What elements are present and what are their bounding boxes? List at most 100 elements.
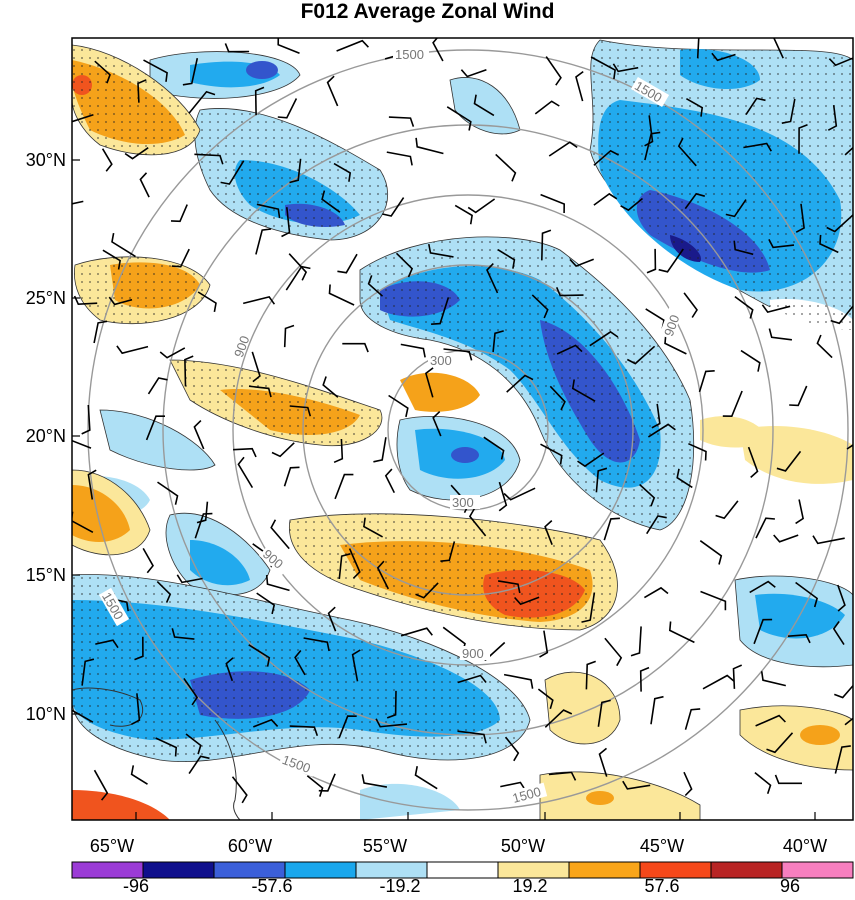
wind-barb xyxy=(193,420,205,450)
wind-barb xyxy=(766,732,794,754)
wind-barbs xyxy=(72,38,853,804)
wind-barb xyxy=(650,695,664,725)
coastline xyxy=(72,687,241,820)
wind-barb xyxy=(683,771,693,797)
wind-barb xyxy=(156,581,172,603)
wind-barb xyxy=(142,548,154,574)
wind-barb xyxy=(590,56,616,80)
wind-barb xyxy=(382,197,405,217)
wind-barb xyxy=(414,766,438,790)
wind-barb xyxy=(747,446,759,478)
wind-barb xyxy=(155,737,178,757)
wind-barb xyxy=(828,57,853,67)
wind-barb xyxy=(72,200,84,205)
wind-barb xyxy=(754,771,772,795)
wind-barb xyxy=(134,636,144,661)
wind-barb xyxy=(585,660,596,690)
wind-barb xyxy=(424,367,434,398)
wind-barb xyxy=(555,286,584,297)
lat-label-20n: 20°N xyxy=(26,426,66,446)
wind-barb xyxy=(81,404,91,435)
wind-barb xyxy=(446,106,472,131)
wind-barb xyxy=(506,374,534,393)
wind-barb xyxy=(243,295,276,305)
wind-barb xyxy=(486,263,499,294)
wind-barb xyxy=(388,394,409,418)
wind-barb xyxy=(684,192,706,210)
wind-barb xyxy=(428,243,454,258)
wind-barb xyxy=(384,468,396,494)
wind-barb xyxy=(139,172,150,198)
wind-barb xyxy=(395,252,414,278)
wind-barb xyxy=(197,291,217,313)
wind-barb xyxy=(548,771,577,781)
colorbar-label-0: -96 xyxy=(123,876,149,896)
wind-barb xyxy=(711,52,736,62)
lon-label-45w: 45°W xyxy=(640,836,684,856)
colorbar-swatch-1 xyxy=(142,861,215,879)
lat-label-30n: 30°N xyxy=(26,150,66,170)
wind-barb xyxy=(541,229,552,261)
wind-barb xyxy=(755,517,775,539)
wind-barb xyxy=(549,385,566,411)
wind-barb xyxy=(595,467,608,493)
wind-barb xyxy=(537,688,554,710)
wind-barb xyxy=(603,517,620,541)
colorbar-label-2: -19.2 xyxy=(379,876,420,896)
wind-barb xyxy=(184,355,194,387)
wind-barb xyxy=(722,390,743,418)
wind-barb xyxy=(333,438,344,464)
wind-barb xyxy=(294,649,306,676)
wind-barb xyxy=(101,148,113,172)
wind-barb xyxy=(612,63,639,73)
wind-barb xyxy=(753,618,773,645)
wind-barb xyxy=(182,58,199,86)
colorbar-label-3: 19.2 xyxy=(512,876,547,896)
wind-barb xyxy=(684,708,701,730)
wind-barb xyxy=(415,582,439,599)
colorbar-label-5: 96 xyxy=(780,876,800,896)
wind-barb xyxy=(361,774,388,788)
wind-barb xyxy=(93,769,109,801)
latitude-labels: 30°N 25°N 20°N 15°N 10°N xyxy=(26,150,66,724)
wind-barb xyxy=(781,98,796,124)
wind-barb xyxy=(647,423,676,438)
wind-barb xyxy=(116,345,149,355)
ring-label-900: 900 xyxy=(231,334,253,360)
wind-barb xyxy=(700,590,727,611)
wind-barb xyxy=(812,535,845,545)
wind-barb xyxy=(646,515,667,535)
wind-barb xyxy=(253,718,279,728)
wind-barb xyxy=(348,548,361,579)
wind-barb xyxy=(844,146,853,156)
wind-barb xyxy=(183,677,199,706)
lat-label-10n: 10°N xyxy=(26,704,66,724)
colorbar-label-4: 57.6 xyxy=(644,876,679,896)
wind-barb xyxy=(87,469,97,500)
range-rings xyxy=(87,49,849,811)
wind-barb xyxy=(503,673,534,689)
wind-barb xyxy=(171,628,195,640)
wind-barb xyxy=(289,725,319,736)
wind-barb xyxy=(363,517,383,538)
wind-barb xyxy=(676,468,693,489)
wind-barb xyxy=(93,320,108,344)
wind-barb xyxy=(194,512,213,539)
wind-barb xyxy=(72,700,94,723)
wind-barb xyxy=(248,385,272,398)
colorbar-swatch-5 xyxy=(426,861,499,879)
map-field xyxy=(72,38,853,820)
wind-barb xyxy=(827,105,838,131)
wind-barb xyxy=(816,334,833,359)
wind-barb xyxy=(819,234,839,254)
wind-barb xyxy=(326,75,339,107)
wind-barb xyxy=(569,258,594,268)
colorbar-swatch-7 xyxy=(568,861,641,879)
wind-barb xyxy=(734,295,754,319)
wind-barb xyxy=(171,248,190,268)
wind-barb xyxy=(367,275,384,297)
wind-barb xyxy=(248,644,271,667)
wind-barb xyxy=(774,774,802,785)
wind-barb xyxy=(575,70,584,102)
